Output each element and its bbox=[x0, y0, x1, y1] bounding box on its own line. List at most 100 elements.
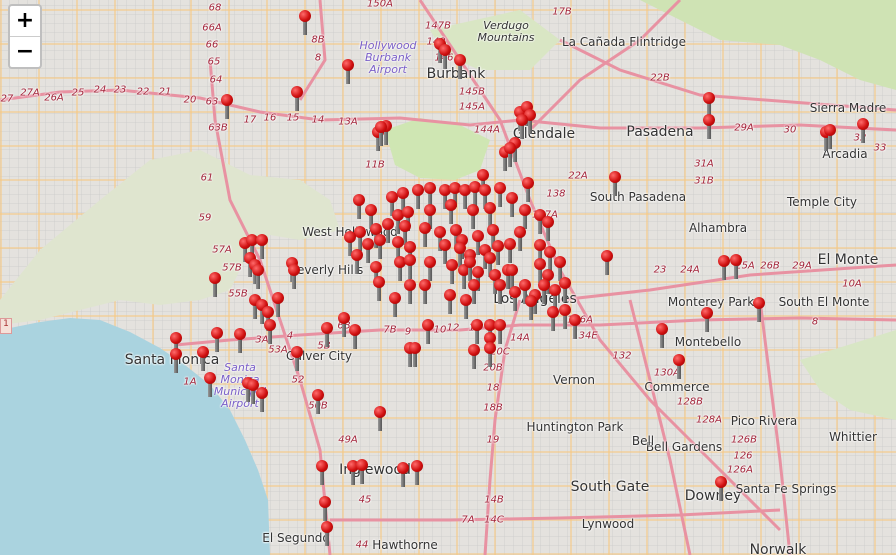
map-marker[interactable] bbox=[468, 344, 480, 370]
map-marker[interactable] bbox=[703, 114, 715, 140]
map-marker[interactable] bbox=[469, 181, 481, 207]
map-marker[interactable] bbox=[484, 342, 496, 368]
map-marker[interactable] bbox=[753, 297, 765, 323]
map-marker[interactable] bbox=[375, 121, 387, 147]
map-marker[interactable] bbox=[419, 222, 431, 248]
map-marker[interactable] bbox=[857, 118, 869, 144]
map-marker[interactable] bbox=[321, 322, 333, 348]
map-marker[interactable] bbox=[504, 238, 516, 264]
map-marker[interactable] bbox=[291, 346, 303, 372]
map-marker[interactable] bbox=[342, 59, 354, 85]
map-marker[interactable] bbox=[569, 314, 581, 340]
map-marker[interactable] bbox=[467, 204, 479, 230]
map-marker[interactable] bbox=[525, 295, 537, 321]
map-marker[interactable] bbox=[484, 252, 496, 278]
map-marker[interactable] bbox=[397, 462, 409, 488]
map-marker[interactable] bbox=[412, 184, 424, 210]
map-marker[interactable] bbox=[487, 224, 499, 250]
map-marker[interactable] bbox=[601, 250, 613, 276]
map-marker[interactable] bbox=[204, 372, 216, 398]
map-marker[interactable] bbox=[534, 258, 546, 284]
map-marker[interactable] bbox=[170, 348, 182, 374]
map-marker[interactable] bbox=[373, 276, 385, 302]
map-marker[interactable] bbox=[209, 272, 221, 298]
map-marker[interactable] bbox=[519, 204, 531, 230]
zoom-out-button[interactable]: − bbox=[15, 39, 35, 64]
map-marker[interactable] bbox=[538, 279, 550, 305]
map-marker[interactable] bbox=[354, 226, 366, 252]
map-marker[interactable] bbox=[446, 259, 458, 285]
map-marker[interactable] bbox=[252, 264, 264, 290]
map-marker[interactable] bbox=[394, 256, 406, 282]
map-marker[interactable] bbox=[356, 459, 368, 485]
map-marker[interactable] bbox=[221, 94, 233, 120]
map-marker[interactable] bbox=[211, 327, 223, 353]
map-marker[interactable] bbox=[291, 86, 303, 112]
map-marker[interactable] bbox=[264, 319, 276, 345]
map-marker[interactable] bbox=[197, 346, 209, 372]
map-marker[interactable] bbox=[247, 379, 259, 405]
map-marker[interactable] bbox=[349, 324, 361, 350]
map-marker[interactable] bbox=[703, 92, 715, 118]
map-marker[interactable] bbox=[321, 521, 333, 547]
map-marker[interactable] bbox=[718, 255, 730, 281]
map-marker[interactable] bbox=[559, 277, 571, 303]
map-marker[interactable] bbox=[471, 319, 483, 345]
map-marker[interactable] bbox=[506, 264, 518, 290]
map-marker[interactable] bbox=[730, 254, 742, 280]
map-marker[interactable] bbox=[439, 239, 451, 265]
map-marker[interactable] bbox=[338, 312, 350, 338]
map-marker[interactable] bbox=[445, 199, 457, 225]
map-marker[interactable] bbox=[468, 279, 480, 305]
map-marker[interactable] bbox=[454, 54, 466, 80]
map-marker[interactable] bbox=[492, 240, 504, 266]
map-marker[interactable] bbox=[715, 476, 727, 502]
map-marker[interactable] bbox=[460, 294, 472, 320]
map-marker[interactable] bbox=[701, 307, 713, 333]
map-marker[interactable] bbox=[449, 182, 461, 208]
map-marker[interactable] bbox=[351, 249, 363, 275]
map-marker[interactable] bbox=[256, 234, 268, 260]
map-marker[interactable] bbox=[559, 304, 571, 330]
map-marker[interactable] bbox=[299, 10, 311, 36]
map-marker[interactable] bbox=[439, 184, 451, 210]
map-marker[interactable] bbox=[509, 286, 521, 312]
map-marker[interactable] bbox=[399, 220, 411, 246]
map-marker[interactable] bbox=[424, 182, 436, 208]
map-marker[interactable] bbox=[362, 238, 374, 264]
map-marker[interactable] bbox=[374, 234, 386, 260]
map-marker[interactable] bbox=[542, 216, 554, 242]
map-marker[interactable] bbox=[494, 182, 506, 208]
map-marker[interactable] bbox=[454, 242, 466, 268]
map-marker[interactable] bbox=[472, 230, 484, 256]
map-marker[interactable] bbox=[484, 202, 496, 228]
map-marker[interactable] bbox=[353, 194, 365, 220]
map-marker[interactable] bbox=[397, 187, 409, 213]
map-marker[interactable] bbox=[344, 231, 356, 257]
map-marker[interactable] bbox=[547, 306, 559, 332]
map-marker[interactable] bbox=[534, 239, 546, 265]
map-marker[interactable] bbox=[409, 342, 421, 368]
map-marker[interactable] bbox=[656, 323, 668, 349]
map-marker[interactable] bbox=[504, 142, 516, 168]
map-marker[interactable] bbox=[422, 319, 434, 345]
map-marker[interactable] bbox=[519, 279, 531, 305]
map-marker[interactable] bbox=[439, 44, 451, 70]
map-marker[interactable] bbox=[494, 279, 506, 305]
map-marker[interactable] bbox=[673, 354, 685, 380]
map-marker[interactable] bbox=[424, 256, 436, 282]
map-marker[interactable] bbox=[609, 171, 621, 197]
map-marker[interactable] bbox=[234, 328, 246, 354]
map-marker[interactable] bbox=[494, 319, 506, 345]
map-marker[interactable] bbox=[824, 124, 836, 150]
map-marker[interactable] bbox=[444, 289, 456, 315]
map-marker[interactable] bbox=[464, 256, 476, 282]
map-marker[interactable] bbox=[522, 177, 534, 203]
map-marker[interactable] bbox=[419, 279, 431, 305]
map-marker[interactable] bbox=[554, 256, 566, 282]
map-marker[interactable] bbox=[389, 292, 401, 318]
map-marker[interactable] bbox=[516, 114, 528, 140]
map-marker[interactable] bbox=[392, 236, 404, 262]
map-marker[interactable] bbox=[365, 204, 377, 230]
map-marker[interactable] bbox=[312, 389, 324, 415]
